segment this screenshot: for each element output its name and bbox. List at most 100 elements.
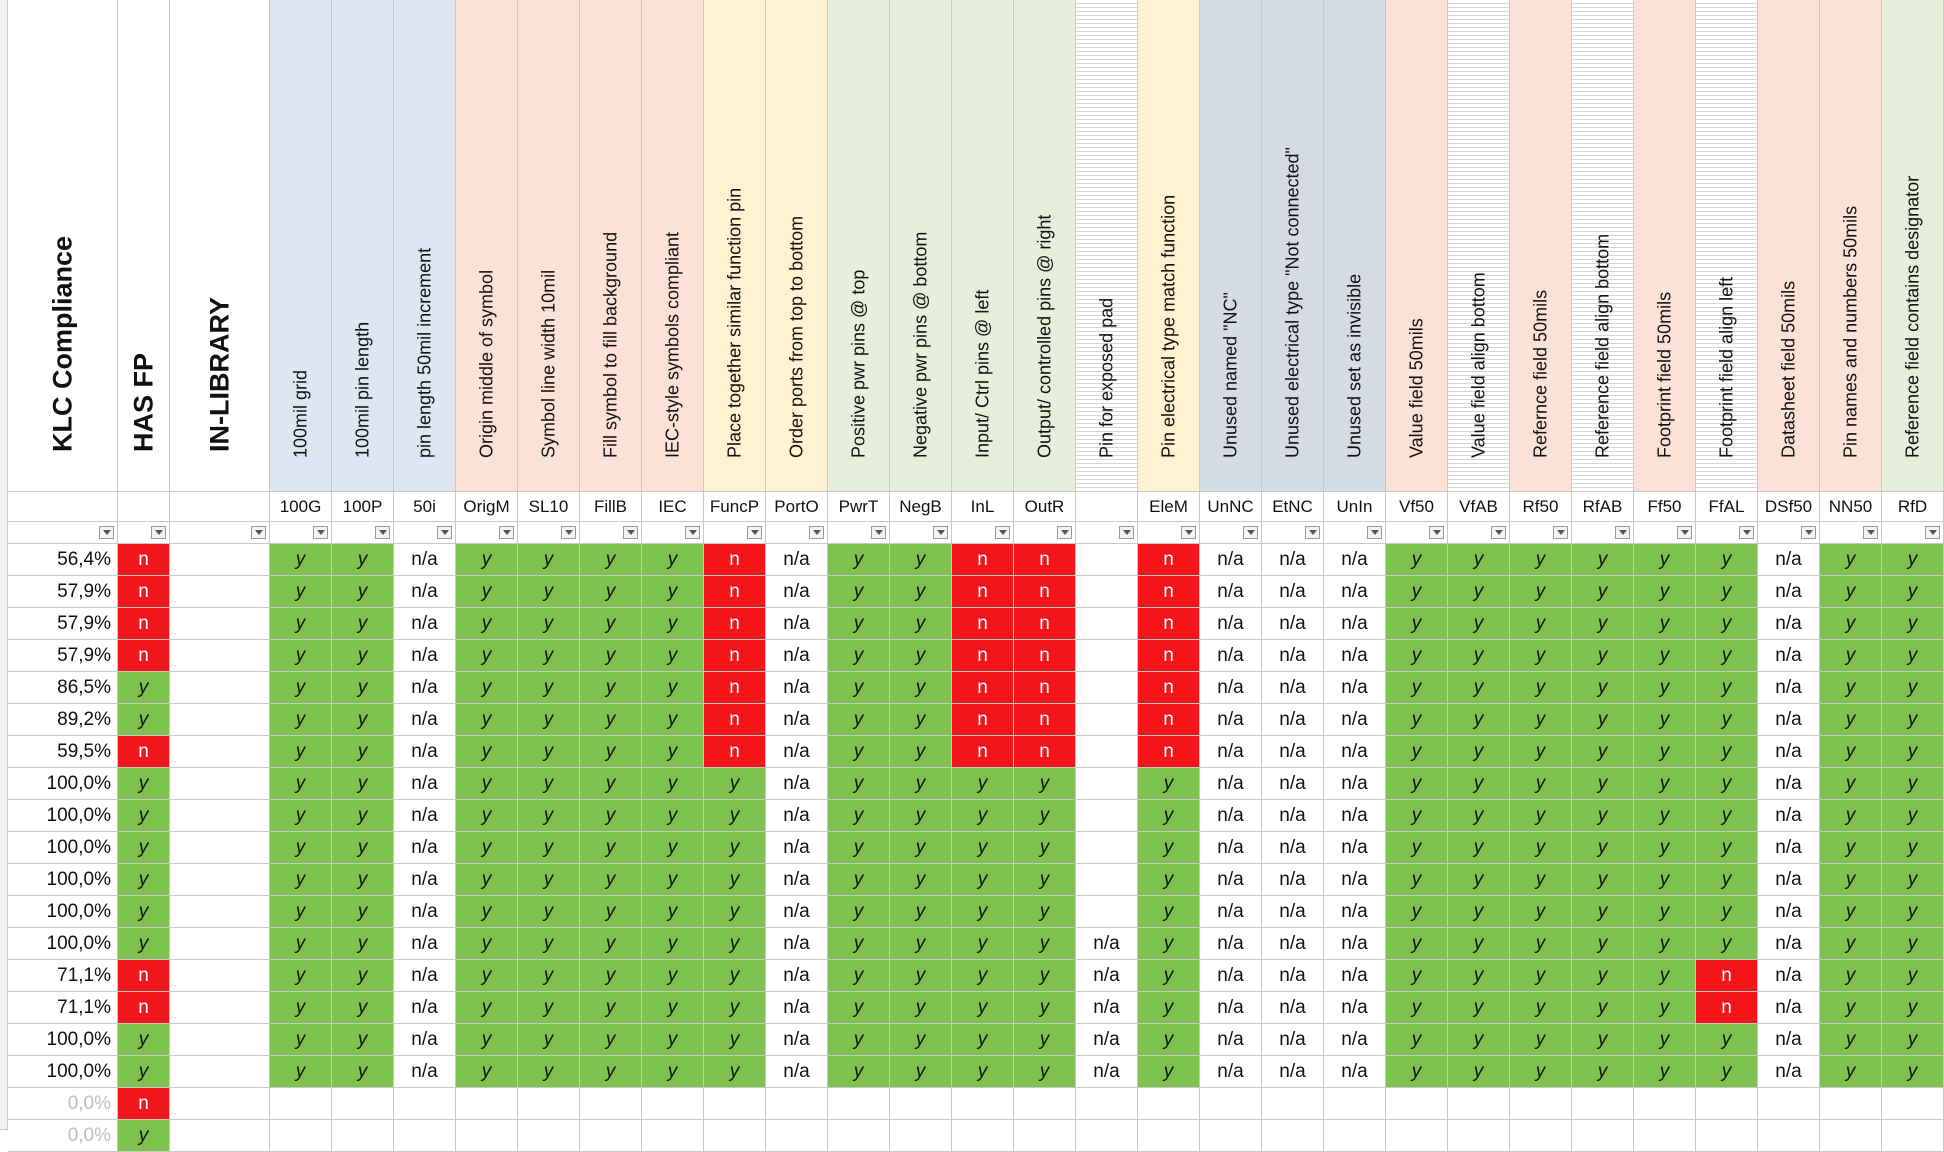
- table-cell[interactable]: n/a: [394, 896, 456, 928]
- table-cell[interactable]: [1634, 1088, 1696, 1120]
- table-cell[interactable]: y: [1882, 832, 1944, 864]
- table-cell[interactable]: y: [1696, 640, 1758, 672]
- table-cell[interactable]: n/a: [766, 576, 828, 608]
- table-cell[interactable]: y: [642, 1056, 704, 1088]
- table-cell[interactable]: n: [1138, 576, 1200, 608]
- table-cell[interactable]: n/a: [1758, 704, 1820, 736]
- filter-dropdown-button[interactable]: [1367, 526, 1382, 539]
- klc-compliance-cell[interactable]: 86,5%: [8, 672, 118, 704]
- table-cell[interactable]: [1820, 1088, 1882, 1120]
- table-cell[interactable]: [394, 1120, 456, 1152]
- klc-compliance-cell[interactable]: 100,0%: [8, 864, 118, 896]
- column-header-3[interactable]: IN-LIBRARY: [170, 0, 270, 492]
- table-cell[interactable]: y: [580, 768, 642, 800]
- table-cell[interactable]: n/a: [766, 544, 828, 576]
- table-cell[interactable]: y: [890, 800, 952, 832]
- table-cell[interactable]: n/a: [1200, 1024, 1262, 1056]
- table-cell[interactable]: n/a: [1200, 1056, 1262, 1088]
- table-cell[interactable]: y: [642, 896, 704, 928]
- table-cell[interactable]: y: [1014, 1024, 1076, 1056]
- filter-dropdown-button[interactable]: [375, 526, 390, 539]
- table-cell[interactable]: y: [1014, 896, 1076, 928]
- klc-compliance-cell[interactable]: 56,4%: [8, 544, 118, 576]
- table-cell[interactable]: y: [1448, 960, 1510, 992]
- table-cell[interactable]: y: [332, 608, 394, 640]
- table-cell[interactable]: y: [1882, 928, 1944, 960]
- table-cell[interactable]: n: [1014, 576, 1076, 608]
- table-cell[interactable]: y: [1386, 832, 1448, 864]
- table-cell[interactable]: n/a: [1076, 1024, 1138, 1056]
- table-cell[interactable]: y: [270, 768, 332, 800]
- filter-dropdown-button[interactable]: [1119, 526, 1134, 539]
- column-header-22[interactable]: Value field 50mils: [1386, 0, 1448, 492]
- table-cell[interactable]: y: [456, 960, 518, 992]
- table-cell[interactable]: y: [1510, 768, 1572, 800]
- table-cell[interactable]: [170, 960, 270, 992]
- table-cell[interactable]: n/a: [1200, 960, 1262, 992]
- table-cell[interactable]: y: [1014, 960, 1076, 992]
- filter-dropdown-button[interactable]: [747, 526, 762, 539]
- table-cell[interactable]: y: [828, 896, 890, 928]
- table-cell[interactable]: y: [1572, 832, 1634, 864]
- table-cell[interactable]: [828, 1120, 890, 1152]
- table-cell[interactable]: n/a: [1324, 1056, 1386, 1088]
- table-cell[interactable]: y: [456, 640, 518, 672]
- table-cell[interactable]: y: [1510, 544, 1572, 576]
- table-cell[interactable]: y: [1634, 736, 1696, 768]
- table-cell[interactable]: n: [118, 640, 170, 672]
- table-cell[interactable]: y: [1572, 1056, 1634, 1088]
- filter-dropdown-button[interactable]: [1305, 526, 1320, 539]
- table-cell[interactable]: n/a: [1200, 640, 1262, 672]
- table-cell[interactable]: [642, 1120, 704, 1152]
- table-cell[interactable]: [1076, 704, 1138, 736]
- table-cell[interactable]: y: [952, 960, 1014, 992]
- table-cell[interactable]: n/a: [1262, 608, 1324, 640]
- table-cell[interactable]: y: [1510, 704, 1572, 736]
- table-cell[interactable]: y: [1696, 576, 1758, 608]
- table-cell[interactable]: n/a: [766, 1056, 828, 1088]
- table-cell[interactable]: y: [1634, 992, 1696, 1024]
- table-cell[interactable]: y: [890, 576, 952, 608]
- filter-dropdown-button[interactable]: [1243, 526, 1258, 539]
- table-cell[interactable]: y: [642, 768, 704, 800]
- table-cell[interactable]: [828, 1088, 890, 1120]
- table-cell[interactable]: [642, 1088, 704, 1120]
- table-cell[interactable]: y: [1138, 864, 1200, 896]
- column-header-13[interactable]: Positive pwr pins @ top: [828, 0, 890, 492]
- table-cell[interactable]: n/a: [394, 768, 456, 800]
- table-cell[interactable]: y: [1386, 800, 1448, 832]
- column-header-11[interactable]: Place together similar function pin: [704, 0, 766, 492]
- table-cell[interactable]: y: [580, 864, 642, 896]
- table-cell[interactable]: n/a: [1758, 672, 1820, 704]
- table-cell[interactable]: [1014, 1120, 1076, 1152]
- table-cell[interactable]: [1758, 1088, 1820, 1120]
- table-cell[interactable]: y: [270, 928, 332, 960]
- table-cell[interactable]: y: [118, 832, 170, 864]
- table-cell[interactable]: n/a: [394, 608, 456, 640]
- table-cell[interactable]: y: [332, 992, 394, 1024]
- table-cell[interactable]: y: [704, 960, 766, 992]
- table-cell[interactable]: y: [890, 608, 952, 640]
- table-cell[interactable]: n/a: [1758, 832, 1820, 864]
- table-cell[interactable]: y: [1696, 736, 1758, 768]
- table-cell[interactable]: n: [1138, 608, 1200, 640]
- table-cell[interactable]: [1076, 640, 1138, 672]
- table-cell[interactable]: n/a: [394, 640, 456, 672]
- table-cell[interactable]: y: [580, 736, 642, 768]
- table-cell[interactable]: y: [1386, 672, 1448, 704]
- table-cell[interactable]: y: [580, 960, 642, 992]
- table-cell[interactable]: n/a: [394, 576, 456, 608]
- table-cell[interactable]: y: [890, 672, 952, 704]
- table-cell[interactable]: y: [1448, 544, 1510, 576]
- table-cell[interactable]: y: [642, 864, 704, 896]
- table-cell[interactable]: y: [1138, 832, 1200, 864]
- table-cell[interactable]: n: [1014, 736, 1076, 768]
- table-cell[interactable]: y: [1448, 736, 1510, 768]
- table-cell[interactable]: y: [1448, 800, 1510, 832]
- table-cell[interactable]: y: [518, 640, 580, 672]
- column-header-28[interactable]: Datasheet field 50mils: [1758, 0, 1820, 492]
- table-cell[interactable]: y: [1882, 640, 1944, 672]
- klc-compliance-cell[interactable]: 100,0%: [8, 1056, 118, 1088]
- table-cell[interactable]: n/a: [394, 800, 456, 832]
- table-cell[interactable]: [1076, 544, 1138, 576]
